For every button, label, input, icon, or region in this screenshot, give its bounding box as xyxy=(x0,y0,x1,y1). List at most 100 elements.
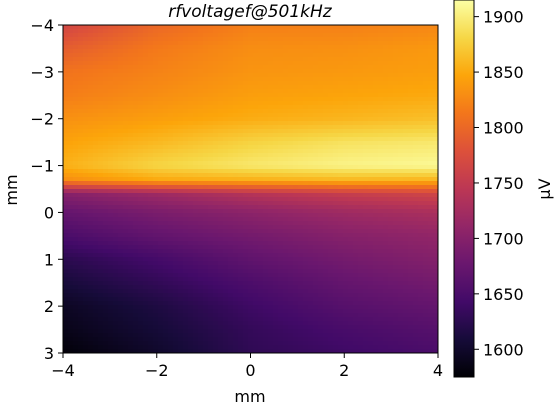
heatmap-cell xyxy=(188,253,194,258)
heatmap-cell xyxy=(243,145,249,150)
heatmap-cell xyxy=(308,25,314,30)
heatmap-cell xyxy=(398,85,404,90)
heatmap-cell xyxy=(268,229,274,234)
heatmap-cell xyxy=(283,245,289,250)
heatmap-cell xyxy=(348,257,354,262)
heatmap-cell xyxy=(68,181,74,186)
heatmap-cell xyxy=(358,225,364,230)
heatmap-cell xyxy=(333,137,339,142)
heatmap-cell xyxy=(383,193,389,198)
heatmap-cell xyxy=(243,81,249,86)
heatmap-cell xyxy=(93,269,99,274)
heatmap-cell xyxy=(243,201,249,206)
heatmap-cell xyxy=(368,161,374,166)
heatmap-cell xyxy=(143,29,149,34)
heatmap-cell xyxy=(363,61,369,66)
heatmap-cell xyxy=(93,37,99,42)
heatmap-cell xyxy=(188,53,194,58)
heatmap-cell xyxy=(283,205,289,210)
heatmap-cell xyxy=(363,129,369,134)
heatmap-cell xyxy=(108,253,114,258)
heatmap-cell xyxy=(118,237,124,242)
heatmap-cell xyxy=(178,41,184,46)
heatmap-cell xyxy=(168,269,174,274)
heatmap-cell xyxy=(143,261,149,266)
heatmap-cell xyxy=(88,245,94,250)
heatmap-cell xyxy=(193,253,199,258)
heatmap-cell xyxy=(243,281,249,286)
heatmap-cell xyxy=(163,65,169,70)
heatmap-cell xyxy=(248,81,254,86)
heatmap-cell xyxy=(263,201,269,206)
heatmap-cell xyxy=(233,137,239,142)
heatmap-cell xyxy=(248,213,254,218)
heatmap-cell xyxy=(218,25,224,30)
heatmap-cell xyxy=(268,41,274,46)
heatmap-cell xyxy=(193,49,199,54)
heatmap-cell xyxy=(93,97,99,102)
heatmap-cell xyxy=(288,225,294,230)
heatmap-cell xyxy=(278,189,284,194)
heatmap-cell xyxy=(203,249,209,254)
heatmap-cell xyxy=(353,129,359,134)
heatmap-cell xyxy=(293,97,299,102)
heatmap-cell xyxy=(68,77,74,82)
heatmap-cell xyxy=(128,121,134,126)
heatmap-cell xyxy=(288,61,294,66)
heatmap-cell xyxy=(323,29,329,34)
heatmap-cell xyxy=(363,209,369,214)
heatmap-cell xyxy=(353,33,359,38)
heatmap-cell xyxy=(138,165,144,170)
heatmap-cell xyxy=(303,153,309,158)
heatmap-cell xyxy=(403,97,409,102)
heatmap-cell xyxy=(103,53,109,58)
heatmap-cell xyxy=(378,221,384,226)
heatmap-cell xyxy=(123,173,129,178)
heatmap-cell xyxy=(108,189,114,194)
heatmap-cell xyxy=(203,213,209,218)
heatmap-cell xyxy=(368,265,374,270)
heatmap-cell xyxy=(403,265,409,270)
heatmap-cell xyxy=(273,33,279,38)
heatmap-cell xyxy=(423,197,429,202)
heatmap-cell xyxy=(373,185,379,190)
heatmap-cell xyxy=(243,245,249,250)
heatmap-cell xyxy=(88,285,94,290)
heatmap-cell xyxy=(368,65,374,70)
heatmap-cell xyxy=(138,133,144,138)
heatmap-cell xyxy=(168,161,174,166)
heatmap-cell xyxy=(68,61,74,66)
heatmap-cell xyxy=(228,81,234,86)
heatmap-cell xyxy=(418,45,424,50)
heatmap-cell xyxy=(83,149,89,154)
heatmap-cell xyxy=(188,33,194,38)
heatmap-cell xyxy=(98,37,104,42)
heatmap-cell xyxy=(283,229,289,234)
heatmap-cell xyxy=(73,185,79,190)
heatmap-cell xyxy=(353,201,359,206)
heatmap-cell xyxy=(323,253,329,258)
heatmap-cell xyxy=(163,229,169,234)
heatmap-cell xyxy=(303,189,309,194)
heatmap-cell xyxy=(413,33,419,38)
heatmap-cell xyxy=(348,253,354,258)
heatmap-cell xyxy=(433,145,438,150)
heatmap-cell xyxy=(83,53,89,58)
heatmap-cell xyxy=(173,273,179,278)
heatmap-cell xyxy=(268,37,274,42)
heatmap-cell xyxy=(283,73,289,78)
heatmap-cell xyxy=(318,65,324,70)
heatmap-cell xyxy=(393,165,399,170)
heatmap-cell xyxy=(253,149,259,154)
heatmap-cell xyxy=(433,141,438,146)
heatmap-cell xyxy=(188,209,194,214)
heatmap-cell xyxy=(133,117,139,122)
heatmap-cell xyxy=(343,185,349,190)
heatmap-cell xyxy=(333,185,339,190)
heatmap-cell xyxy=(73,225,79,230)
heatmap-cell xyxy=(93,237,99,242)
heatmap-cell xyxy=(73,285,79,290)
heatmap-cell xyxy=(103,273,109,278)
heatmap-cell xyxy=(118,241,124,246)
